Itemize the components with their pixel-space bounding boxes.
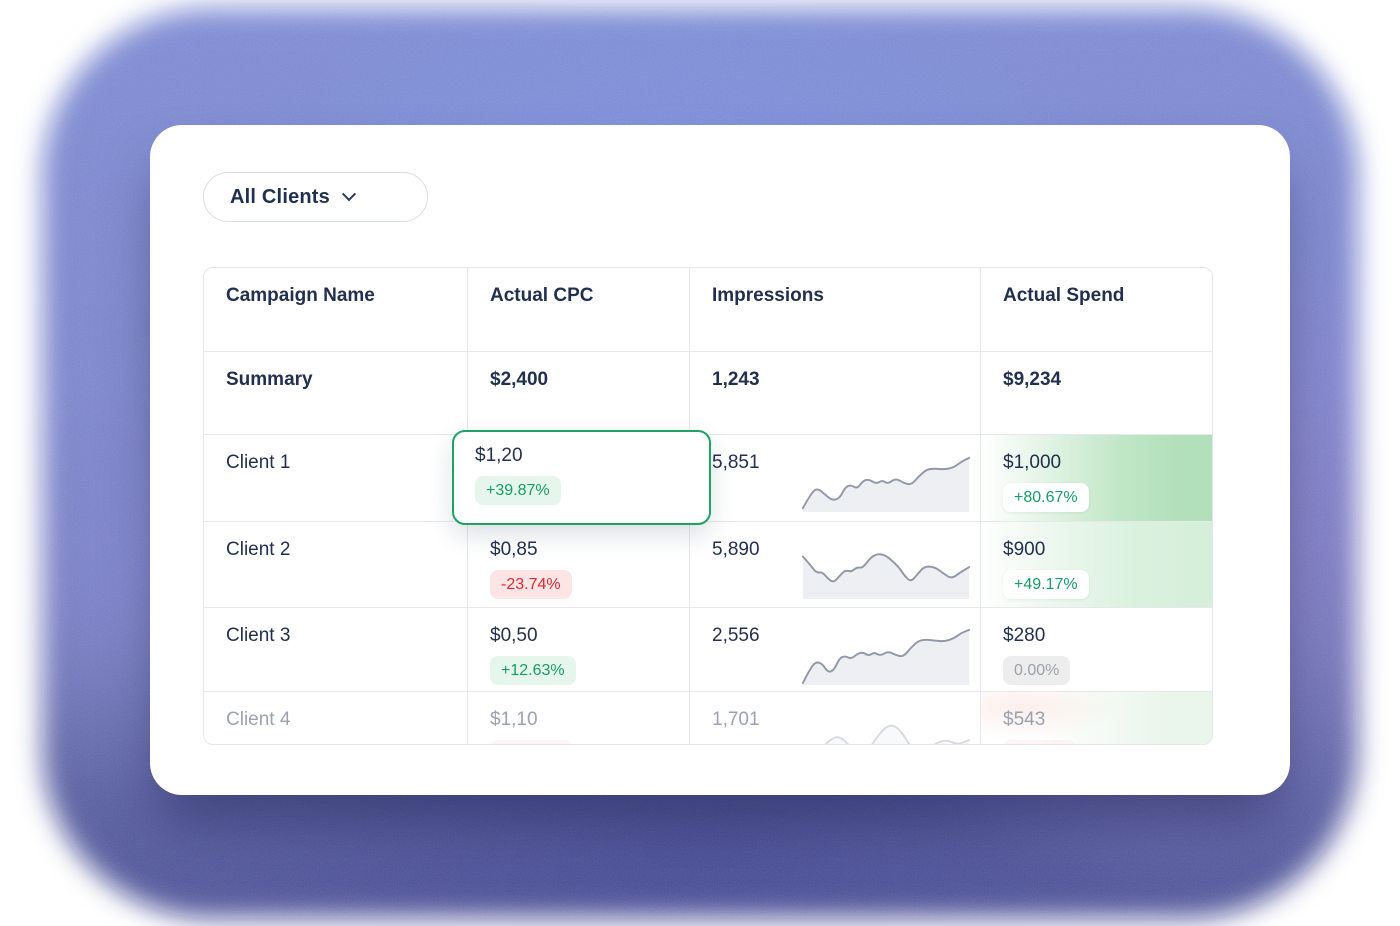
row-client4-cpc-cell[interactable]: $1,10 -23.73% [468, 692, 690, 744]
summary-cpc-cell: $2,400 [468, 352, 690, 435]
row-client3-cpc-cell[interactable]: $0,50 +12.63% [468, 608, 690, 692]
selected-cpc-delta-badge: +39.87% [475, 476, 561, 505]
sparkline-chart [801, 456, 971, 512]
row-client4-impressions-cell[interactable]: 1,701 [690, 692, 981, 744]
summary-impressions-cell: 1,243 [690, 352, 981, 435]
summary-name-cell: Summary [204, 352, 468, 435]
row-client1-name-cell[interactable]: Client 1 [204, 435, 468, 522]
impressions-value: 1,701 [712, 709, 760, 730]
impressions-value: 2,556 [712, 625, 760, 646]
cpc-delta-badge: -23.74% [490, 570, 572, 599]
sparkline-chart [824, 724, 971, 744]
row-client4-spend-cell[interactable]: $543 -7.84% [981, 692, 1212, 744]
spend-value: $900 [1003, 539, 1046, 560]
spend-value: $1,000 [1003, 452, 1062, 473]
chevron-down-icon [341, 187, 357, 202]
row-client4-name-cell[interactable]: Client 4 [204, 692, 468, 744]
campaign-table: Campaign Name Actual CPC Impressions Act… [203, 267, 1213, 745]
cpc-value: $0,50 [490, 625, 538, 646]
row-client2-impressions-cell[interactable]: 5,890 [690, 522, 981, 608]
row-client1-impressions-cell[interactable]: 5,851 [690, 435, 981, 522]
cpc-delta-badge: +12.63% [490, 656, 576, 685]
summary-spend-cell: $9,234 [981, 352, 1212, 435]
column-header-actual-spend: Actual Spend [981, 268, 1212, 352]
sparkline-chart [801, 628, 971, 685]
spend-value: $543 [1003, 709, 1046, 730]
spend-value: $280 [1003, 625, 1046, 646]
row-client2-spend-cell[interactable]: $900 +49.17% [981, 522, 1212, 608]
clients-dropdown-label: All Clients [230, 185, 330, 208]
impressions-value: 5,890 [712, 539, 760, 560]
spend-delta-badge: 0.00% [1003, 656, 1071, 685]
row-client2-cpc-cell[interactable]: $0,85 -23.74% [468, 522, 690, 608]
sparkline-chart [801, 553, 971, 599]
row-client3-spend-cell[interactable]: $280 0.00% [981, 608, 1212, 692]
cpc-delta-badge: -23.73% [490, 740, 572, 744]
selected-cpc-value: $1,20 [475, 445, 523, 466]
selected-cell-highlight[interactable]: $1,20 +39.87% [452, 430, 711, 525]
spend-delta-badge: +49.17% [1003, 570, 1089, 599]
spend-delta-badge: +80.67% [1003, 483, 1089, 512]
clients-dropdown[interactable]: All Clients [203, 172, 428, 222]
row-client3-impressions-cell[interactable]: 2,556 [690, 608, 981, 692]
cpc-value: $1,10 [490, 709, 538, 730]
dashboard-card: All Clients Campaign Name Actual CPC Imp… [150, 125, 1290, 795]
column-header-campaign-name: Campaign Name [204, 268, 468, 352]
column-header-actual-cpc: Actual CPC [468, 268, 690, 352]
row-client1-spend-cell[interactable]: $1,000 +80.67% [981, 435, 1212, 522]
spend-delta-badge: -7.84% [1003, 740, 1076, 744]
impressions-value: 5,851 [712, 452, 760, 473]
row-client3-name-cell[interactable]: Client 3 [204, 608, 468, 692]
cpc-value: $0,85 [490, 539, 538, 560]
column-header-impressions: Impressions [690, 268, 981, 352]
row-client2-name-cell[interactable]: Client 2 [204, 522, 468, 608]
